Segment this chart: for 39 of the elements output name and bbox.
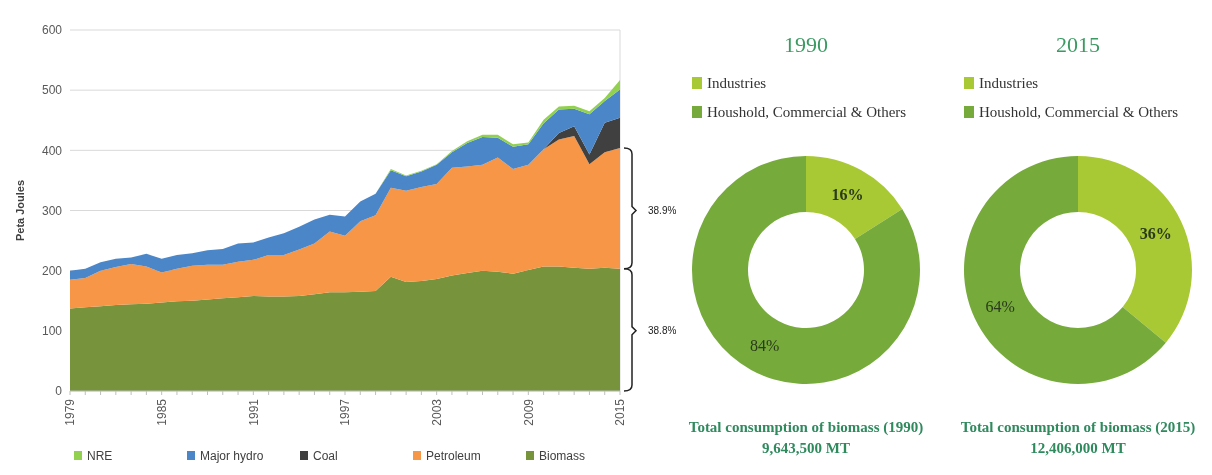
text: 9,643,500 MT	[762, 440, 850, 456]
y-tick-label: 300	[41, 203, 63, 218]
y-tick-label: 0	[55, 384, 63, 399]
legend-label: Petroleum	[426, 449, 481, 464]
text: 12,406,000 MT	[1030, 440, 1126, 456]
y-axis-title: Peta Joules	[14, 179, 26, 242]
y-tick-label: 200	[41, 263, 63, 278]
data-label: 16%	[831, 186, 864, 204]
legend-label: Industries	[707, 75, 767, 92]
legend-label: Biomass	[539, 449, 586, 464]
donut-slice	[1078, 156, 1192, 343]
legend-label: Houshold, Commercial & Others	[979, 104, 1179, 121]
chart-title: 1990	[784, 32, 828, 57]
annotation: 38.9%	[648, 205, 677, 216]
x-tick-label: 1991	[246, 398, 261, 426]
x-tick-label: 1997	[338, 398, 353, 426]
text: Total consumption of biomass (1990)	[688, 419, 924, 436]
chart-title: 2015	[1056, 32, 1100, 57]
legend-label: Major hydro	[200, 449, 264, 464]
legend-label: Coal	[313, 449, 338, 464]
x-tick-label: 2009	[521, 398, 536, 426]
donut-slice	[806, 156, 903, 239]
donut-slice	[692, 156, 920, 384]
legend-label: Industries	[979, 75, 1039, 92]
y-tick-label: 500	[41, 83, 63, 98]
x-tick-label: 1979	[63, 398, 78, 426]
y-tick-label: 100	[41, 324, 63, 339]
x-tick-label: 1985	[154, 398, 169, 426]
legend-label: NRE	[87, 449, 113, 464]
y-tick-label: 600	[41, 23, 63, 38]
y-tick-label: 400	[41, 143, 63, 158]
legend-label: Houshold, Commercial & Others	[707, 104, 907, 121]
x-tick-label: 2015	[613, 398, 628, 426]
data-label: 84%	[749, 336, 780, 354]
data-label: 64%	[985, 298, 1015, 316]
data-label: 36%	[1139, 224, 1172, 242]
text: Total consumption of biomass (2015)	[960, 419, 1196, 436]
x-tick-label: 2003	[429, 398, 444, 426]
annotation: 38.8%	[648, 325, 677, 337]
